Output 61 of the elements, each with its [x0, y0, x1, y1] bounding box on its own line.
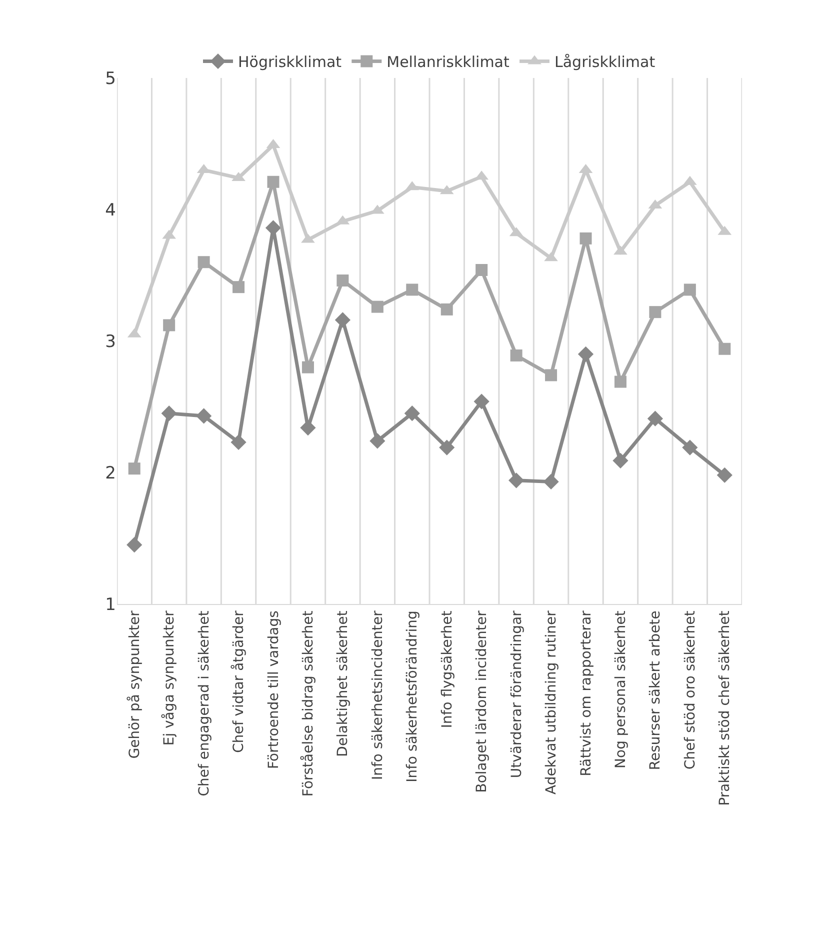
x-tick-label: Praktiskt stöd chef säkerhet: [717, 610, 734, 806]
x-tick-label: Chef engagerad i säkerhet: [196, 610, 212, 796]
point: [716, 467, 732, 483]
x-tick-label: Gehör på synpunkter: [126, 610, 143, 759]
y-tick-label: 3: [105, 332, 116, 352]
x-tick-label: Nog personal säkerhet: [613, 610, 630, 768]
point: [614, 376, 626, 388]
point: [163, 319, 176, 332]
point: [300, 420, 316, 436]
point: [510, 349, 522, 362]
point: [440, 303, 453, 316]
point: [230, 434, 246, 450]
legend-label: Mellanriskklimat: [386, 53, 510, 72]
point: [334, 312, 350, 328]
x-tick-label: Rättvist om rapporterar: [578, 610, 594, 776]
point: [578, 346, 594, 362]
x-tick-label: Chef stöd oro säkerhet: [682, 610, 698, 770]
point: [543, 474, 559, 490]
y-tick-label: 4: [105, 200, 116, 220]
x-tick-label: Info flygsäkerhet: [439, 610, 456, 728]
x-tick-label: Förtroende till vardags: [266, 610, 282, 770]
x-tick-label: Utvärderar förändringar: [508, 610, 525, 778]
x-tick-label: Adekvat utbildning rutiner: [544, 610, 560, 794]
x-tick-label: Chef vidtar åtgärder: [230, 610, 248, 753]
point: [196, 408, 212, 424]
x-tick-label: Bolaget lärdom incidenter: [474, 610, 490, 793]
x-tick-label: Resurser säkert arbete: [648, 610, 664, 770]
point: [370, 433, 386, 449]
point: [649, 306, 662, 318]
point: [161, 406, 177, 422]
y-tick-label: 5: [105, 68, 116, 89]
point: [232, 281, 245, 294]
point: [198, 256, 210, 268]
x-tick-label: Ej våga synpunkter: [160, 610, 178, 746]
x-tick-label: Info säkerhetsförändring: [404, 610, 421, 782]
y-tick-label: 2: [105, 463, 116, 484]
x-tick-label: Info säkerhetsincidenter: [370, 610, 386, 780]
point: [612, 452, 628, 468]
point: [126, 537, 142, 553]
point: [684, 284, 696, 296]
y-tick-label: 1: [105, 594, 116, 615]
point: [336, 274, 349, 287]
point: [718, 342, 731, 355]
point: [682, 440, 698, 456]
point: [647, 410, 663, 426]
point: [404, 406, 420, 422]
point: [508, 472, 524, 488]
point: [474, 394, 490, 410]
x-tick-label: Förståelse bidrag säkerhet: [300, 610, 317, 797]
point: [580, 232, 592, 244]
legend-label: Lågriskklimat: [554, 53, 656, 72]
point: [267, 176, 280, 188]
point: [545, 369, 558, 382]
point: [128, 462, 140, 475]
point: [406, 284, 418, 296]
point: [371, 300, 384, 313]
point: [302, 361, 314, 374]
x-tick-label: Delaktighet säkerhet: [335, 610, 352, 757]
legend-label: Högriskklimat: [238, 53, 342, 72]
point: [476, 264, 488, 276]
point: [439, 440, 455, 456]
